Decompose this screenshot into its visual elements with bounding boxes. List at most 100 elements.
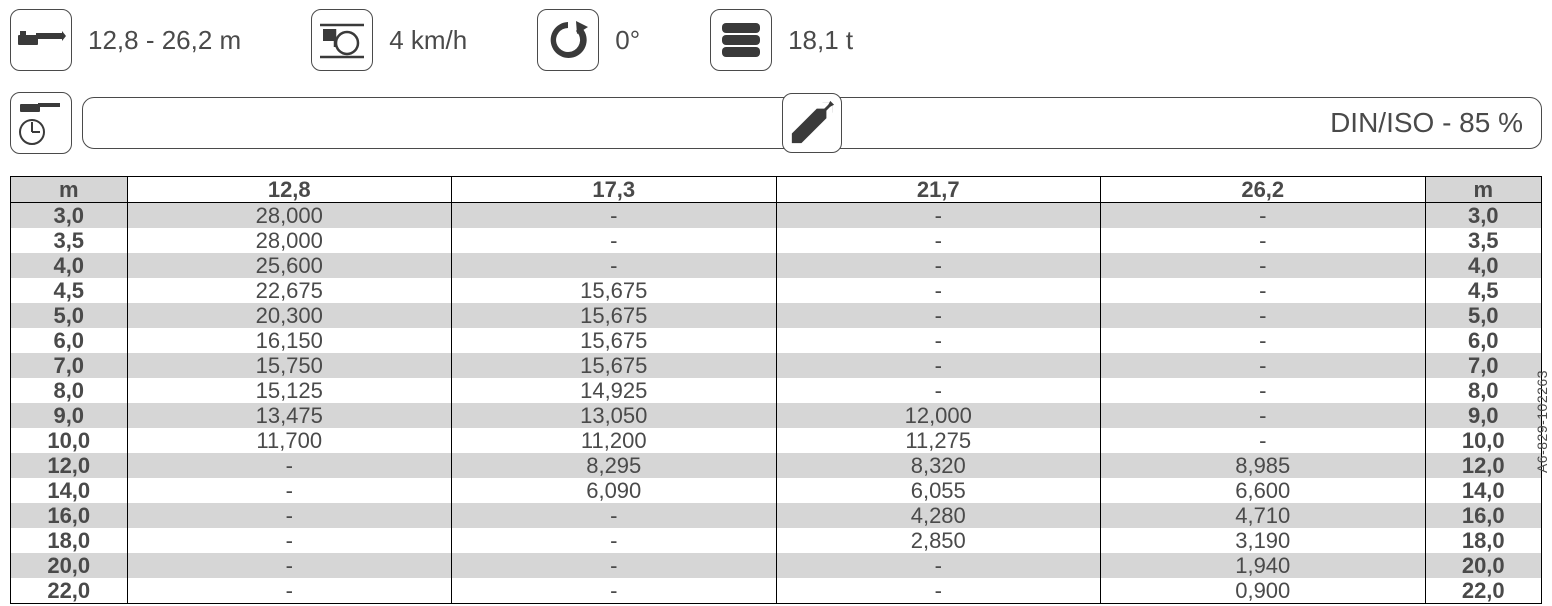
row-radius-right: 12,0 — [1425, 453, 1541, 478]
row-radius-right: 18,0 — [1425, 528, 1541, 553]
boom-value: 12,8 - 26,2 m — [88, 25, 241, 56]
cell: - — [1101, 328, 1426, 353]
cell: - — [1101, 228, 1426, 253]
cell: - — [776, 278, 1101, 303]
cell: 15,675 — [452, 353, 777, 378]
table-row: 10,011,70011,20011,275-10,0 — [11, 428, 1541, 453]
spec-boom: 12,8 - 26,2 m — [10, 9, 241, 71]
row-radius-left: 7,0 — [11, 353, 127, 378]
table-row: 7,015,75015,675--7,0 — [11, 353, 1541, 378]
cell: - — [452, 203, 777, 229]
cell: 4,710 — [1101, 503, 1426, 528]
cell: - — [452, 578, 777, 603]
cell: 1,940 — [1101, 553, 1426, 578]
cell: - — [776, 553, 1101, 578]
cell: - — [452, 228, 777, 253]
cell: 15,675 — [452, 328, 777, 353]
col-2: 21,7 — [776, 177, 1101, 203]
cell: 13,475 — [127, 403, 452, 428]
row-radius-left: 22,0 — [11, 578, 127, 603]
row-radius-right: 10,0 — [1425, 428, 1541, 453]
table-head: m 12,8 17,3 21,7 26,2 m — [11, 177, 1541, 203]
row-radius-left: 12,0 — [11, 453, 127, 478]
cell: - — [776, 353, 1101, 378]
row-radius-right: 4,5 — [1425, 278, 1541, 303]
row-radius-left: 4,5 — [11, 278, 127, 303]
counterweight-value: 18,1 t — [788, 25, 853, 56]
table-row: 5,020,30015,675--5,0 — [11, 303, 1541, 328]
cell: - — [1101, 203, 1426, 229]
cell: - — [452, 253, 777, 278]
cell: 15,125 — [127, 378, 452, 403]
row-radius-right: 14,0 — [1425, 478, 1541, 503]
cell: 0,900 — [1101, 578, 1426, 603]
cell: - — [1101, 378, 1426, 403]
col-0: 12,8 — [127, 177, 452, 203]
table-row: 8,015,12514,925--8,0 — [11, 378, 1541, 403]
cell: - — [776, 228, 1101, 253]
cell: 12,000 — [776, 403, 1101, 428]
page: 12,8 - 26,2 m 4 km/h 0° 18,1 t — [0, 0, 1552, 606]
slew-value: 0° — [615, 25, 640, 56]
telescope-icon — [782, 93, 842, 153]
row-radius-right: 6,0 — [1425, 328, 1541, 353]
table-row: 4,522,67515,675--4,5 — [11, 278, 1541, 303]
cell: 6,055 — [776, 478, 1101, 503]
row-radius-right: 4,0 — [1425, 253, 1541, 278]
table-body: 3,028,000---3,03,528,000---3,54,025,600-… — [11, 203, 1541, 604]
boom-icon — [10, 9, 72, 71]
cell: 25,600 — [127, 253, 452, 278]
row-radius-right: 5,0 — [1425, 303, 1541, 328]
row-radius-left: 20,0 — [11, 553, 127, 578]
cell: - — [1101, 428, 1426, 453]
row-radius-right: 22,0 — [1425, 578, 1541, 603]
row-radius-right: 9,0 — [1425, 403, 1541, 428]
row-radius-left: 4,0 — [11, 253, 127, 278]
cell: - — [776, 328, 1101, 353]
table-row: 3,528,000---3,5 — [11, 228, 1541, 253]
table-row: 3,028,000---3,0 — [11, 203, 1541, 229]
cell: 22,675 — [127, 278, 452, 303]
cell: - — [1101, 278, 1426, 303]
cell: 16,150 — [127, 328, 452, 353]
cell: 28,000 — [127, 228, 452, 253]
cell: 15,750 — [127, 353, 452, 378]
cell: - — [776, 303, 1101, 328]
cell: 20,300 — [127, 303, 452, 328]
cell: - — [127, 478, 452, 503]
cell: - — [452, 553, 777, 578]
cell: - — [776, 253, 1101, 278]
banner-standard: DIN/ISO - 85 % — [1330, 107, 1523, 139]
cell: - — [1101, 253, 1426, 278]
cell: 8,295 — [452, 453, 777, 478]
cell: - — [127, 578, 452, 603]
table-row: 16,0--4,2804,71016,0 — [11, 503, 1541, 528]
table-row: 9,013,47513,05012,000-9,0 — [11, 403, 1541, 428]
row-radius-left: 3,0 — [11, 203, 127, 229]
row-radius-left: 3,5 — [11, 228, 127, 253]
table-row: 4,025,600---4,0 — [11, 253, 1541, 278]
cell: - — [1101, 303, 1426, 328]
row-radius-left: 8,0 — [11, 378, 127, 403]
table-row: 12,0-8,2958,3208,98512,0 — [11, 453, 1541, 478]
cell: 8,985 — [1101, 453, 1426, 478]
spec-row: 12,8 - 26,2 m 4 km/h 0° 18,1 t — [10, 6, 1542, 74]
cell: - — [127, 453, 452, 478]
document-id: A6-829-102263 — [1534, 370, 1550, 473]
row-radius-left: 9,0 — [11, 403, 127, 428]
spec-slew: 0° — [537, 9, 640, 71]
unit-right: m — [1425, 177, 1541, 203]
table-row: 20,0---1,94020,0 — [11, 553, 1541, 578]
table-row: 6,016,15015,675--6,0 — [11, 328, 1541, 353]
cell: 11,200 — [452, 428, 777, 453]
banner: DIN/ISO - 85 % — [82, 97, 1542, 149]
row-radius-left: 10,0 — [11, 428, 127, 453]
spec-counterweight: 18,1 t — [710, 9, 853, 71]
table-row: 18,0--2,8503,19018,0 — [11, 528, 1541, 553]
cell: 11,275 — [776, 428, 1101, 453]
cell: - — [776, 378, 1101, 403]
cell: - — [127, 528, 452, 553]
cell: 28,000 — [127, 203, 452, 229]
cell: 11,700 — [127, 428, 452, 453]
cell: 15,675 — [452, 303, 777, 328]
